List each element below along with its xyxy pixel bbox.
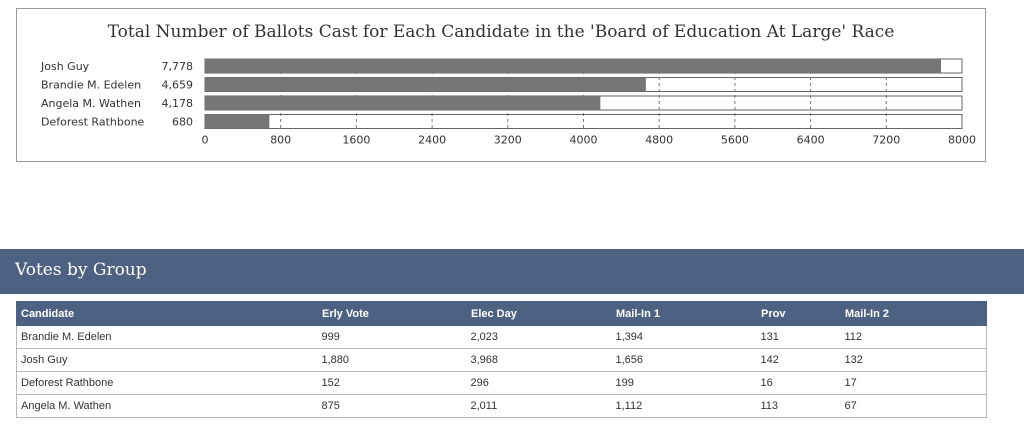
column-header: Mail-In 2 <box>840 301 987 326</box>
column-header: Prov <box>756 301 841 326</box>
votes-by-group-header: Votes by Group <box>0 249 1024 294</box>
table-header-row: Candidate Erly Vote Elec Day Mail-In 1 P… <box>16 301 987 326</box>
table-row: Deforest Rathbone 152 296 199 16 17 <box>16 371 987 395</box>
table-cell: 152 <box>317 371 467 395</box>
table-cell: 2,011 <box>466 394 612 418</box>
table-cell: 199 <box>611 371 757 395</box>
category-label: Brandie M. Edelen <box>41 79 141 92</box>
table-cell: 999 <box>317 325 467 349</box>
table-cell: 16 <box>756 371 841 395</box>
table-row: Angela M. Wathen 875 2,011 1,112 113 67 <box>16 394 987 418</box>
x-tick-label: 7200 <box>872 134 900 147</box>
x-tick-label: 5600 <box>721 134 749 147</box>
table-row: Josh Guy 1,880 3,968 1,656 142 132 <box>16 348 987 372</box>
value-label: 4,659 <box>162 79 194 92</box>
table-cell: 112 <box>840 325 987 349</box>
table-cell: 67 <box>840 394 987 418</box>
bar <box>205 114 270 129</box>
table-cell: Josh Guy <box>16 348 318 372</box>
table-cell: 2,023 <box>466 325 612 349</box>
column-header: Mail-In 1 <box>611 301 757 326</box>
category-label: Angela M. Wathen <box>41 97 141 110</box>
table-cell: 875 <box>317 394 467 418</box>
value-label: 7,778 <box>162 60 194 73</box>
x-tick-label: 1600 <box>342 134 370 147</box>
bar <box>205 59 941 73</box>
x-tick-label: 8000 <box>948 134 976 147</box>
x-tick-label: 6400 <box>797 134 825 147</box>
table-cell: Brandie M. Edelen <box>16 325 318 349</box>
table-cell: 3,968 <box>466 348 612 372</box>
table-cell: 17 <box>840 371 987 395</box>
x-tick-label: 4000 <box>570 134 598 147</box>
chart-panel: Total Number of Ballots Cast for Each Ca… <box>16 8 986 162</box>
table-cell: 1,656 <box>611 348 757 372</box>
table-cell: 1,880 <box>317 348 467 372</box>
category-label: Deforest Rathbone <box>41 116 145 129</box>
table-cell: 142 <box>756 348 841 372</box>
value-label: 4,178 <box>162 97 194 110</box>
value-label: 680 <box>172 116 193 129</box>
bar <box>205 77 646 92</box>
x-tick-label: 2400 <box>418 134 446 147</box>
votes-table: Candidate Erly Vote Elec Day Mail-In 1 P… <box>16 301 987 418</box>
column-header: Candidate <box>16 301 318 326</box>
x-tick-label: 3200 <box>494 134 522 147</box>
table-cell: 1,394 <box>611 325 757 349</box>
chart-title: Total Number of Ballots Cast for Each Ca… <box>107 22 895 42</box>
x-tick-label: 4800 <box>645 134 673 147</box>
table-cell: 113 <box>756 394 841 418</box>
column-header: Elec Day <box>466 301 612 326</box>
bar <box>205 96 601 110</box>
table-cell: 296 <box>466 371 612 395</box>
category-label: Josh Guy <box>40 60 90 73</box>
table-cell: Deforest Rathbone <box>16 371 318 395</box>
x-tick-label: 0 <box>202 134 209 147</box>
table-row: Brandie M. Edelen 999 2,023 1,394 131 11… <box>16 325 987 349</box>
table-cell: Angela M. Wathen <box>16 394 318 418</box>
bar-chart: Josh Guy 7,778 Brandie M. Edelen 4,659 Angel… <box>40 58 976 147</box>
x-tick-label: 800 <box>270 134 291 147</box>
table-cell: 131 <box>756 325 841 349</box>
table-cell: 132 <box>840 348 987 372</box>
column-header: Erly Vote <box>317 301 467 326</box>
group-title: Votes by Group <box>15 260 147 280</box>
table-cell: 1,112 <box>611 394 757 418</box>
